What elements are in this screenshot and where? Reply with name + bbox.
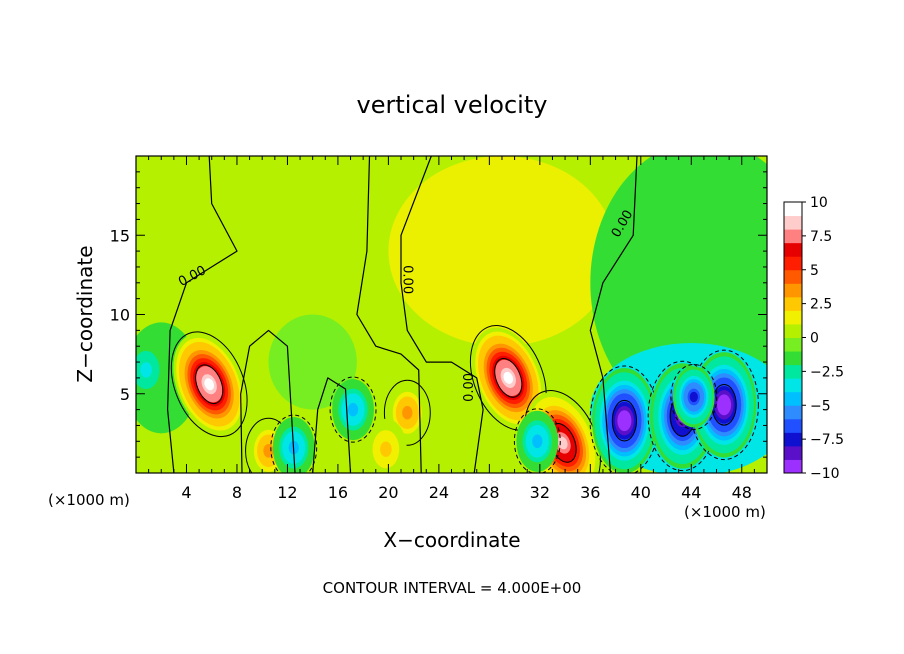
colorbar-swatch (784, 445, 802, 460)
zero-contour (312, 377, 352, 473)
contour-line (170, 331, 248, 438)
x-tick-label: 44 (681, 483, 701, 502)
x-tick-label: 16 (328, 483, 348, 502)
colorbar-swatch (784, 337, 802, 352)
x-tick-label: 40 (631, 483, 651, 502)
x-tick-label: 48 (732, 483, 752, 502)
contour-interval-note: CONTOUR INTERVAL = 4.000E+00 (323, 579, 582, 597)
colorbar-swatch (784, 323, 802, 338)
colorbar-swatch (784, 364, 802, 379)
field-band (388, 156, 616, 347)
colorbar-swatch (784, 310, 802, 325)
downdraft-cell (329, 376, 377, 443)
colorbar-swatch (784, 391, 802, 406)
zero-contour (589, 156, 638, 473)
x-tick-label: 12 (277, 483, 297, 502)
contour-line (383, 379, 431, 446)
zero-contour (167, 156, 238, 473)
colorbar-tick-label: 0 (810, 331, 819, 347)
contour-line (670, 363, 718, 430)
x-tick-label: 20 (378, 483, 398, 502)
colorbar-swatch (784, 229, 802, 244)
field-band (268, 314, 357, 410)
colorbar-swatch (784, 459, 802, 474)
downdraft-cell (513, 408, 561, 473)
colorbar-tick-label: 7.5 (810, 229, 832, 245)
chart-title: vertical velocity (357, 91, 548, 119)
colorbar-tick-label: 2.5 (810, 297, 832, 313)
contour-line (494, 358, 523, 398)
colorbar-swatch (784, 432, 802, 447)
x-tick-label: 8 (232, 483, 242, 502)
x-unit-left: (×1000 m) (48, 491, 130, 509)
y-tick-label: 5 (120, 385, 130, 404)
contour-label: 0.00 (400, 265, 415, 294)
colorbar-swatch (784, 269, 802, 284)
colorbar-swatch (784, 242, 802, 257)
downdraft-cell (589, 365, 660, 473)
colorbar-swatch (784, 202, 802, 217)
colorbar-tick-label: 10 (810, 195, 828, 211)
x-tick-label: 4 (181, 483, 191, 502)
zero-contour (356, 156, 422, 473)
contour-line (513, 408, 561, 473)
y-axis-label: Z−coordinate (73, 245, 97, 382)
colorbar: 10 7.5 5 2.5 0 −2.5 −5 −7.5 −10 (783, 195, 844, 482)
colorbar-swatch (784, 283, 802, 298)
colorbar-swatch (784, 378, 802, 393)
colorbar-swatch (784, 215, 802, 230)
y-tick-label: 10 (110, 306, 130, 325)
x-tick-label: 28 (479, 483, 499, 502)
x-tick-label: 32 (530, 483, 550, 502)
updraft-cell (170, 331, 248, 438)
contour-label: 0.00 (462, 373, 477, 402)
updraft-cell (469, 325, 547, 431)
colorbar-tick-label: −10 (810, 466, 840, 482)
contour-line (270, 414, 318, 473)
downdraft-cell (136, 339, 168, 401)
colorbar-swatch (784, 418, 802, 433)
y-tick-label: 15 (110, 226, 130, 245)
colorbar-tick-label: −2.5 (810, 364, 844, 380)
x-tick-label: 24 (429, 483, 449, 502)
updraft-cell (364, 418, 407, 473)
downdraft-cell (689, 349, 759, 461)
heatmap-field: 0.00 0.000.000.00 (136, 156, 767, 473)
x-axis-label: X−coordinate (383, 528, 520, 552)
colorbar-tick-label: −7.5 (810, 432, 844, 448)
x-unit-right: (×1000 m) (684, 503, 766, 521)
colorbar-swatch (784, 405, 802, 420)
colorbar-swatch (784, 256, 802, 271)
x-tick-label: 36 (580, 483, 600, 502)
downdraft-cell (670, 363, 718, 430)
contour-line (611, 399, 638, 442)
zero-contour (240, 329, 296, 473)
plot-area: 0.00 0.000.000.00 (135, 155, 768, 474)
colorbar-tick-label: 5 (810, 263, 819, 279)
contour-line (195, 364, 224, 405)
colorbar-tick-label: −5 (810, 398, 831, 414)
zero-contour (400, 156, 484, 473)
colorbar-swatch (784, 296, 802, 311)
colorbar-swatch (784, 351, 802, 366)
contour-line (329, 376, 377, 443)
